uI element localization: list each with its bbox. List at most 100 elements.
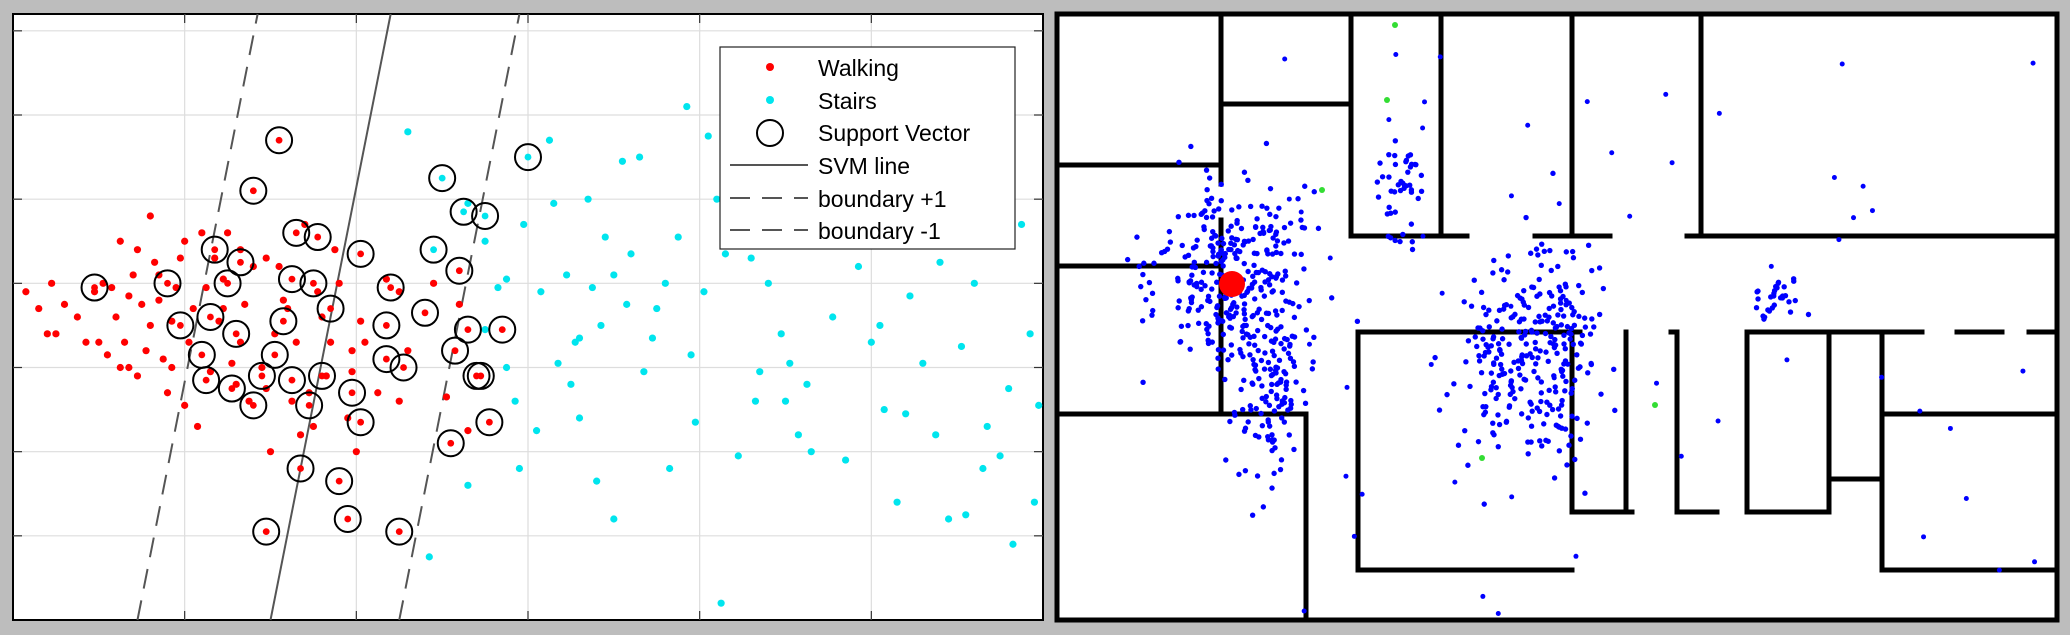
support-vector-point: [232, 330, 240, 338]
particle: [1501, 277, 1507, 283]
walking-point: [464, 427, 472, 435]
particle: [1228, 342, 1235, 348]
particle: [1273, 249, 1280, 256]
support-vector-circle: [239, 176, 268, 205]
particle: [1227, 324, 1233, 330]
particle: [1787, 309, 1794, 315]
particle: [1488, 384, 1495, 390]
particle: [1569, 413, 1575, 419]
particle: [1496, 307, 1503, 313]
walking-point: [125, 363, 133, 372]
stairs-point: [567, 380, 575, 388]
particle: [1166, 228, 1173, 235]
particle: [1805, 311, 1812, 318]
particle: [1490, 379, 1497, 385]
support-vector-point: [207, 313, 214, 321]
walking-point: [335, 279, 343, 287]
support-vector-circle: [277, 366, 306, 395]
particle: [1409, 246, 1416, 253]
particle: [1420, 233, 1426, 239]
particle: [1301, 608, 1307, 614]
particle: [1481, 501, 1487, 507]
walking-point: [159, 355, 167, 363]
particle: [1252, 366, 1258, 373]
support-vector-circle: [333, 505, 362, 533]
particle: [1568, 390, 1574, 396]
particle: [1465, 462, 1471, 468]
particle: [1189, 272, 1195, 278]
support-vector-circle: [514, 143, 542, 172]
particle: [1486, 307, 1492, 313]
particle: [1568, 433, 1574, 439]
particle: [1784, 357, 1790, 363]
particle: [1552, 389, 1559, 395]
particle: [1565, 361, 1571, 367]
particle: [1508, 193, 1514, 199]
particle: [1792, 297, 1798, 304]
particle: [1537, 291, 1543, 297]
support-vector-point: [91, 284, 98, 291]
particle: [1532, 339, 1538, 346]
particle: [1775, 280, 1781, 286]
particle: [1245, 177, 1251, 184]
particle: [1272, 367, 1279, 374]
particle: [1201, 226, 1207, 233]
particle: [1272, 336, 1279, 342]
particle: [1534, 330, 1540, 336]
particle: [1538, 262, 1544, 268]
particle: [1577, 436, 1584, 442]
legend-stairs-label: Stairs: [818, 88, 877, 114]
stairs-point: [502, 275, 511, 283]
particle: [1245, 331, 1251, 338]
particle: [1298, 217, 1304, 223]
particle: [1138, 283, 1144, 290]
particle: [1266, 282, 1273, 288]
particle: [1271, 470, 1277, 477]
particle: [1716, 110, 1722, 116]
particle: [1512, 395, 1518, 402]
particle: [1287, 355, 1294, 361]
particle: [1167, 239, 1174, 245]
support-vector-circle: [385, 517, 414, 546]
particle: [1258, 287, 1264, 293]
particle: [1545, 438, 1551, 444]
stairs-point: [640, 368, 648, 376]
particle: [1529, 284, 1535, 290]
walking-point: [236, 338, 245, 346]
particle: [1198, 304, 1205, 310]
particle: [1282, 273, 1289, 279]
walking-point: [185, 338, 193, 346]
particle: [1215, 355, 1221, 361]
particle: [1176, 159, 1182, 165]
particle: [1439, 290, 1445, 296]
particle: [1508, 368, 1514, 374]
particle: [1598, 391, 1604, 397]
support-vector-point: [297, 465, 304, 472]
particle: [1491, 257, 1497, 264]
particle: [1309, 366, 1316, 372]
particle: [1216, 293, 1223, 299]
walking-point: [176, 254, 184, 262]
particle: [1535, 252, 1541, 258]
particle: [1566, 330, 1572, 336]
walking-point: [112, 313, 120, 321]
particle: [1570, 255, 1577, 261]
particle: [1499, 366, 1505, 372]
support-vector-circle: [187, 340, 216, 369]
particle: [1208, 235, 1215, 241]
particle: [1539, 443, 1545, 449]
particle: [1227, 418, 1233, 425]
walking-point: [361, 338, 369, 346]
support-vector-point: [275, 136, 283, 144]
particle: [1215, 251, 1222, 257]
walking-point: [395, 288, 403, 296]
particle: [1276, 357, 1283, 364]
walking-point: [348, 347, 356, 355]
svm-line: [269, 13, 392, 621]
support-vector-point: [395, 528, 403, 536]
walking-point: [245, 397, 253, 405]
stairs-point: [876, 321, 884, 330]
stairs-point: [1026, 330, 1034, 338]
particle: [1215, 346, 1222, 353]
particle: [1528, 439, 1534, 445]
